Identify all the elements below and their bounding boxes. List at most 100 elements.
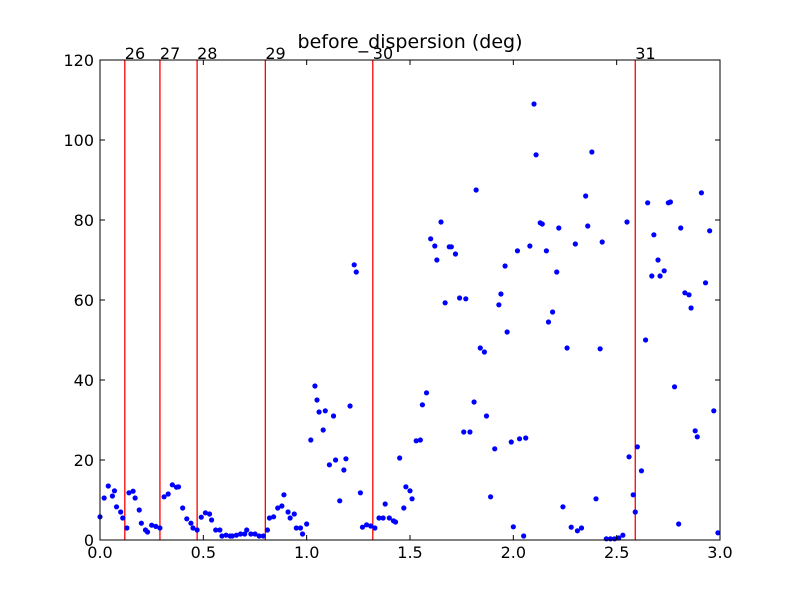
data-point <box>291 511 297 517</box>
y-tick-label: 20 <box>74 451 94 470</box>
data-point <box>165 491 171 497</box>
data-point <box>312 383 318 389</box>
data-point <box>521 533 527 539</box>
data-point <box>682 290 688 296</box>
data-point <box>401 505 407 511</box>
vertical-line-label-28: 28 <box>197 44 217 63</box>
data-point <box>409 496 415 502</box>
x-tick-label: 2.5 <box>604 543 629 562</box>
data-point <box>260 533 266 539</box>
data-point <box>626 454 632 460</box>
data-point <box>293 525 299 531</box>
data-point <box>589 149 595 155</box>
data-point <box>229 533 235 539</box>
data-point <box>111 488 118 494</box>
data-point <box>157 525 163 531</box>
vertical-lines-group: 26 27 28 29 30 31 <box>124 44 656 540</box>
data-point <box>481 349 487 355</box>
data-point <box>101 495 107 501</box>
data-point <box>285 509 291 515</box>
data-point <box>308 437 314 443</box>
data-point <box>514 248 521 254</box>
y-tick-label: 0 <box>84 531 94 550</box>
plot-frame <box>99 59 721 541</box>
data-point <box>194 527 200 533</box>
data-point <box>343 456 349 462</box>
x-tick-label: 2.0 <box>501 543 526 562</box>
data-point <box>118 509 124 515</box>
data-point <box>711 408 717 414</box>
data-point <box>403 484 409 490</box>
data-point <box>556 225 562 231</box>
data-point <box>671 384 678 390</box>
data-point <box>661 268 667 274</box>
data-point <box>632 509 638 515</box>
data-point <box>184 516 190 522</box>
data-point <box>256 533 262 539</box>
vertical-line-label-30: 30 <box>373 44 393 63</box>
data-point <box>364 522 370 528</box>
data-point <box>463 296 469 302</box>
data-point <box>630 492 636 498</box>
data-point <box>153 523 159 530</box>
data-point <box>508 439 514 445</box>
data-point <box>219 533 225 539</box>
data-point <box>527 243 533 249</box>
data-point <box>407 488 413 494</box>
y-tick-label: 100 <box>63 131 94 150</box>
data-point <box>423 390 430 396</box>
data-point <box>326 462 332 468</box>
data-point <box>190 525 196 531</box>
chart-title: before_dispersion (deg) <box>298 31 523 53</box>
data-point <box>502 263 508 269</box>
data-point <box>461 429 467 435</box>
data-point <box>271 514 277 520</box>
data-point <box>707 228 713 234</box>
data-point <box>144 529 151 535</box>
data-point <box>372 525 378 531</box>
data-point <box>488 494 494 500</box>
data-point <box>223 532 229 538</box>
data-point <box>397 455 403 461</box>
y-tick-label: 60 <box>74 291 94 310</box>
data-point <box>233 532 239 538</box>
data-point <box>419 402 425 408</box>
data-point <box>432 243 438 249</box>
data-point <box>531 101 537 107</box>
data-point <box>213 527 219 533</box>
x-tick-label: 3.0 <box>707 543 732 562</box>
data-point <box>316 409 322 415</box>
data-point <box>643 337 649 343</box>
y-axis-ticks: 0 20 40 60 80 100 120 <box>63 51 720 550</box>
data-point <box>299 531 306 537</box>
data-point <box>105 483 111 489</box>
data-point <box>599 239 605 245</box>
data-point <box>109 493 115 499</box>
data-point <box>353 269 359 275</box>
data-point <box>473 187 479 193</box>
data-point <box>242 531 248 537</box>
data-point <box>496 302 502 308</box>
data-point <box>545 319 552 325</box>
data-point <box>217 527 223 533</box>
data-point <box>428 236 434 242</box>
y-tick-label: 120 <box>63 51 94 70</box>
data-point <box>330 413 337 419</box>
data-point <box>492 446 498 452</box>
data-point <box>333 457 339 463</box>
data-point <box>467 429 473 435</box>
data-point <box>692 428 698 434</box>
data-point <box>341 467 347 473</box>
data-point <box>252 531 258 537</box>
data-point <box>180 505 186 511</box>
data-point <box>368 523 374 529</box>
data-point <box>314 397 320 403</box>
data-point <box>386 515 392 521</box>
data-point <box>297 525 304 531</box>
data-point <box>667 199 674 205</box>
data-point <box>694 434 700 440</box>
y-tick-label: 80 <box>74 211 94 230</box>
data-point <box>347 403 353 409</box>
data-point <box>209 517 215 523</box>
data-point <box>471 399 477 405</box>
